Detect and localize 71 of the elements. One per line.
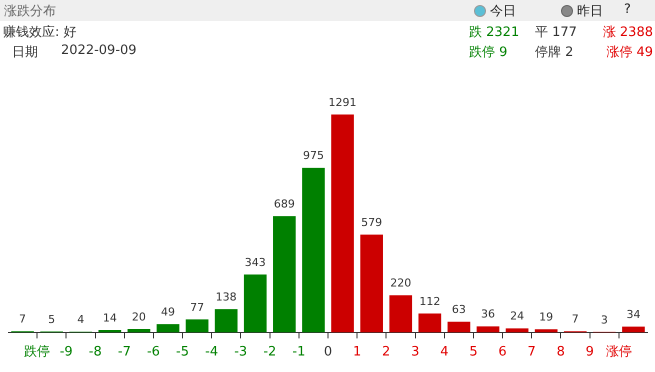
x-tick-label: 7 (527, 344, 536, 360)
text: 停牌 2 (535, 45, 574, 60)
bar (331, 114, 354, 332)
data-label: 343 (244, 256, 266, 269)
data-label: 77 (190, 300, 204, 314)
text: ? (624, 2, 631, 17)
data-label: 3 (600, 313, 608, 326)
text: 今日 (490, 4, 516, 19)
text: 日期 (12, 45, 38, 60)
x-tick-label: 2 (382, 344, 390, 360)
text: 2022-09-09 (61, 43, 137, 58)
x-tick-label: -8 (88, 344, 102, 360)
bar (128, 329, 150, 332)
bar (418, 313, 442, 332)
x-tick-label: -7 (118, 344, 131, 360)
x-tick-label: 6 (498, 344, 507, 360)
text: 昨日 (577, 4, 603, 19)
x-tick-label: -3 (234, 344, 248, 360)
bar (622, 326, 645, 332)
data-label: 24 (510, 310, 524, 323)
text: 赚钱效应: 好 (3, 25, 77, 40)
x-tick-label: 跌停 (24, 344, 50, 360)
bar (186, 319, 208, 332)
x-tick-label: 涨停 (606, 344, 632, 360)
x-tick-label: 0 (324, 344, 332, 360)
data-label: 20 (132, 310, 146, 324)
x-tick-label: -1 (292, 344, 306, 360)
x-tick-label: -9 (60, 344, 73, 360)
text: 平 177 (535, 25, 577, 40)
bar (389, 295, 412, 332)
chart-title: 涨跌分布 (4, 4, 56, 19)
x-tick-label: -4 (205, 344, 218, 360)
data-label: 63 (452, 303, 466, 316)
x-tick-label: 9 (586, 344, 594, 360)
bar (302, 168, 325, 332)
data-label: 220 (390, 276, 412, 290)
bar (214, 309, 238, 332)
x-tick-label: -2 (263, 344, 276, 360)
text: 跌 2321 (469, 25, 520, 40)
data-label: 7 (572, 312, 579, 326)
x-tick-label: 5 (469, 344, 478, 360)
data-label: 1291 (328, 96, 357, 109)
bar (360, 234, 383, 332)
data-label: 7 (19, 312, 26, 326)
bar (534, 329, 558, 332)
bar (448, 322, 470, 332)
text: 涨停 49 (606, 45, 653, 60)
data-label: 14 (102, 311, 117, 324)
text: 跌停 9 (469, 45, 508, 60)
x-tick-label: -6 (146, 344, 160, 360)
data-label: 5 (48, 312, 56, 326)
data-label: 975 (302, 149, 324, 162)
data-label: 49 (161, 305, 175, 318)
data-label: 4 (77, 313, 84, 326)
data-label: 138 (216, 290, 237, 304)
bar (273, 216, 296, 332)
text: 涨 2388 (602, 25, 653, 40)
x-tick-label: 1 (352, 344, 362, 360)
data-label: 112 (419, 294, 440, 308)
x-tick-label: -5 (176, 344, 190, 360)
data-label: 689 (274, 197, 295, 210)
x-tick-label: 8 (556, 344, 565, 360)
data-label: 19 (539, 310, 554, 324)
x-tick-label: 4 (440, 344, 449, 360)
x-tick-label: 3 (411, 344, 420, 360)
data-label: 579 (361, 216, 382, 230)
bar (156, 324, 180, 332)
data-label: 34 (626, 308, 640, 322)
bar (244, 274, 267, 332)
bar (476, 326, 500, 332)
data-label: 36 (481, 308, 495, 321)
